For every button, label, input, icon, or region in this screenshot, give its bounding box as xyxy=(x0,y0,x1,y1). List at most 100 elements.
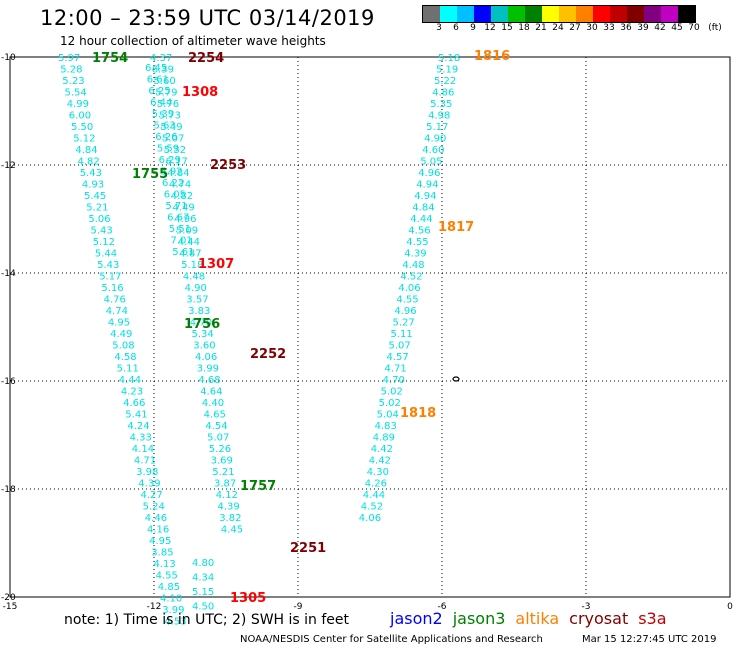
wave-height-value: 6.17 xyxy=(166,157,188,168)
wave-height-value: 4.71 xyxy=(134,456,156,467)
longitude-tick-label: -9 xyxy=(294,602,303,612)
wave-height-value: 4.82 xyxy=(171,191,193,202)
colorbar-label: 33 xyxy=(603,23,615,33)
wave-height-value: 6.05 xyxy=(164,190,186,201)
wave-height-value: 5.26 xyxy=(209,444,231,455)
wave-height-value: 4.23 xyxy=(121,387,143,398)
latitude-tick-label: -16 xyxy=(1,377,16,387)
wave-height-value: 4.12 xyxy=(216,490,238,501)
wave-height-value: 6.29 xyxy=(159,155,181,166)
pass-time-label: 2252 xyxy=(250,347,286,362)
wave-height-value: 4.84 xyxy=(75,145,97,156)
page-title: 12:00 – 23:59 UTC 03/14/2019 xyxy=(40,6,375,30)
wave-height-value: 5.18 xyxy=(438,53,460,64)
wave-height-value: 5.23 xyxy=(62,76,84,87)
wave-height-value: 5.18 xyxy=(181,260,203,271)
wave-height-value: 5.73 xyxy=(159,111,181,122)
wave-height-value: 5.92 xyxy=(160,167,182,178)
wave-height-value: 5.71 xyxy=(165,201,187,212)
colorbar-swatch xyxy=(440,6,457,22)
wave-height-value: 3.82 xyxy=(219,513,241,524)
wave-height-value: 5.43 xyxy=(97,260,119,271)
wave-height-value: 3.60 xyxy=(193,341,215,352)
pass-time-label: 1307 xyxy=(198,257,234,272)
wave-height-value: 3.69 xyxy=(211,456,233,467)
page-subtitle: 12 hour collection of altimeter wave hei… xyxy=(60,34,326,48)
wave-height-value: 4.48 xyxy=(183,272,205,283)
wave-height-value: 4.34 xyxy=(192,573,214,584)
pass-time-label: 1757 xyxy=(240,479,276,494)
wave-height-value: 5.60 xyxy=(154,76,176,87)
wave-height-value: 5.35 xyxy=(430,99,452,110)
wave-height-value: 5.12 xyxy=(73,134,95,145)
wave-height-value: 4.46 xyxy=(145,513,167,524)
wave-height-value: 4.37 xyxy=(150,53,172,64)
colorbar-swatch xyxy=(559,6,576,22)
legend-entry-jason2: jason2 xyxy=(390,609,443,628)
wave-height-value: 4.58 xyxy=(114,352,136,363)
wave-height-value: 4.48 xyxy=(402,260,424,271)
colorbar-label: 45 xyxy=(671,23,683,33)
colorbar-swatch xyxy=(661,6,678,22)
wave-height-value: 4.49 xyxy=(110,329,132,340)
wave-height-value: 4.52 xyxy=(361,502,383,513)
wave-height-value: 4.06 xyxy=(398,283,420,294)
wave-height-value: 4.27 xyxy=(141,490,163,501)
colorbar-label: 12 xyxy=(484,23,496,33)
wave-height-value: 5.04 xyxy=(377,410,399,421)
latitude-tick-label: -14 xyxy=(1,269,16,279)
latitude-tick-label: -18 xyxy=(1,485,16,495)
wave-height-value: 4.50 xyxy=(192,602,214,613)
wave-height-value: 4.87 xyxy=(179,249,201,260)
pass-time-label: 1818 xyxy=(400,406,436,421)
wave-height-value: 5.50 xyxy=(71,122,93,133)
wave-height-value: 5.11 xyxy=(391,329,413,340)
colorbar-swatch xyxy=(457,6,474,22)
wave-height-value: 4.90 xyxy=(424,134,446,145)
map-frame xyxy=(9,56,731,598)
colorbar-swatch xyxy=(644,6,661,22)
wave-height-value: 5.61 xyxy=(172,247,194,258)
wave-height-value: 5.63 xyxy=(154,121,176,132)
latitude-tick-label: -12 xyxy=(1,161,16,171)
wave-height-value: 4.33 xyxy=(130,433,152,444)
longitude-tick-label: 0 xyxy=(727,602,733,612)
wave-height-value: 5.51 xyxy=(169,224,191,235)
wave-height-value: 4.80 xyxy=(192,558,214,569)
pass-time-label: 1756 xyxy=(184,317,220,332)
wave-height-value: 5.16 xyxy=(101,283,123,294)
wave-height-value: 5.12 xyxy=(93,237,115,248)
colorbar-label: 39 xyxy=(637,23,649,33)
wave-height-value: 6.22 xyxy=(162,178,184,189)
wave-height-value: 4.56 xyxy=(408,226,430,237)
wave-height-value: 3.87 xyxy=(214,479,236,490)
wave-height-value: 4.70 xyxy=(190,318,212,329)
wave-height-value: 4.39 xyxy=(404,249,426,260)
colorbar-label: 6 xyxy=(453,23,459,33)
wave-height-value: 4.82 xyxy=(78,157,100,168)
wave-height-value: 4.74 xyxy=(169,180,191,191)
wave-height-value: 4.89 xyxy=(373,433,395,444)
colorbar-swatch xyxy=(508,6,525,22)
longitude-tick-label: -3 xyxy=(582,602,591,612)
colorbar-label: 30 xyxy=(586,23,598,33)
wave-height-value: 3.85 xyxy=(151,548,173,559)
wave-height-value: 5.19 xyxy=(436,65,458,76)
wave-height-value: 4.06 xyxy=(359,513,381,524)
wave-height-value: 3.99 xyxy=(197,364,219,375)
wave-height-value: 4.85 xyxy=(158,582,180,593)
wave-height-value: 4.86 xyxy=(432,88,454,99)
legend-entry-altika: altika xyxy=(515,609,560,628)
wave-height-value: 4.65 xyxy=(204,410,226,421)
pass-time-label: 2254 xyxy=(188,51,224,66)
wave-height-value: 4.70 xyxy=(383,375,405,386)
wave-height-value: 4.93 xyxy=(82,180,104,191)
wave-height-value: 4.42 xyxy=(371,444,393,455)
colorbar-label: (ft) xyxy=(708,23,722,33)
wave-height-value: 5.15 xyxy=(192,587,214,598)
pass-time-label: 1305 xyxy=(230,591,266,606)
longitude-tick-label: -12 xyxy=(147,602,162,612)
generation-timestamp: Mar 15 12:27:45 UTC 2019 xyxy=(582,634,717,645)
wave-height-value: 4.90 xyxy=(185,283,207,294)
wave-height-value: 4.95 xyxy=(108,318,130,329)
